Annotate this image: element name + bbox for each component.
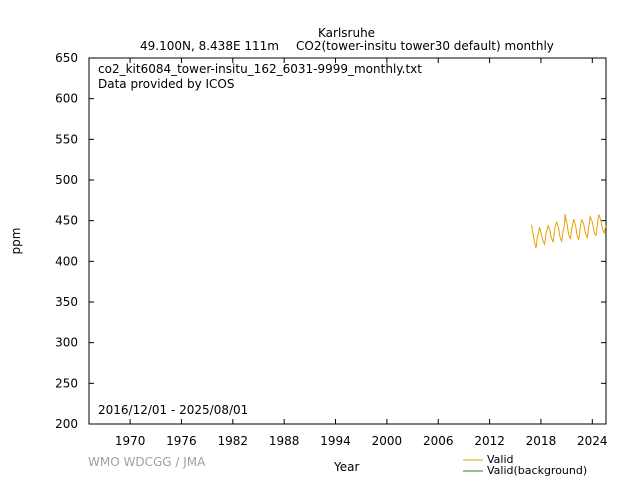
plot-area [88,57,607,425]
x-axis: 1970 1976 1982 1988 1994 2000 2006 2012 2018 2024 [115,58,608,448]
data-filename: co2_kit6084_tower-insitu_162_6031-9999_m… [98,62,422,76]
y-tick-label: 200 [55,417,78,431]
data-provider: Data provided by ICOS [98,77,235,91]
credit-text: WMO WDCGG / JMA [88,455,206,469]
x-tick-label: 1970 [115,434,146,448]
x-tick-label: 2006 [423,434,454,448]
series-layer [531,213,607,249]
dataset-description: CO2(tower-insitu tower30 default) monthl… [296,39,554,53]
x-tick-label: 2018 [526,434,557,448]
x-tick-label: 2012 [474,434,505,448]
y-tick-label: 350 [55,295,78,309]
x-tick-label: 1982 [218,434,249,448]
station-location: 49.100N, 8.438E 111m [140,39,279,53]
x-tick-label: 2024 [577,434,608,448]
x-tick-label: 1994 [320,434,351,448]
y-tick-label: 250 [55,376,78,390]
y-axis-label: ppm [9,227,23,255]
y-tick-label: 300 [55,336,78,350]
y-tick-label: 600 [55,92,78,106]
y-tick-label: 500 [55,173,78,187]
legend-background-label: Valid(background) [487,464,588,477]
data-period: 2016/12/01 - 2025/08/01 [98,403,249,417]
y-axis: 200 250 300 350 400 450 500 550 600 650 [55,51,606,431]
station-title: Karlsruhe [318,26,376,40]
x-tick-label: 1988 [269,434,300,448]
x-tick-label: 1976 [166,434,197,448]
y-tick-label: 400 [55,254,78,268]
y-tick-label: 450 [55,214,78,228]
x-axis-label: Year [334,460,360,474]
y-tick-label: 550 [55,132,78,146]
series-line-0 [531,213,607,249]
y-tick-label: 650 [55,51,78,65]
x-tick-label: 2000 [372,434,403,448]
legend-valid-label: Valid [487,453,514,466]
